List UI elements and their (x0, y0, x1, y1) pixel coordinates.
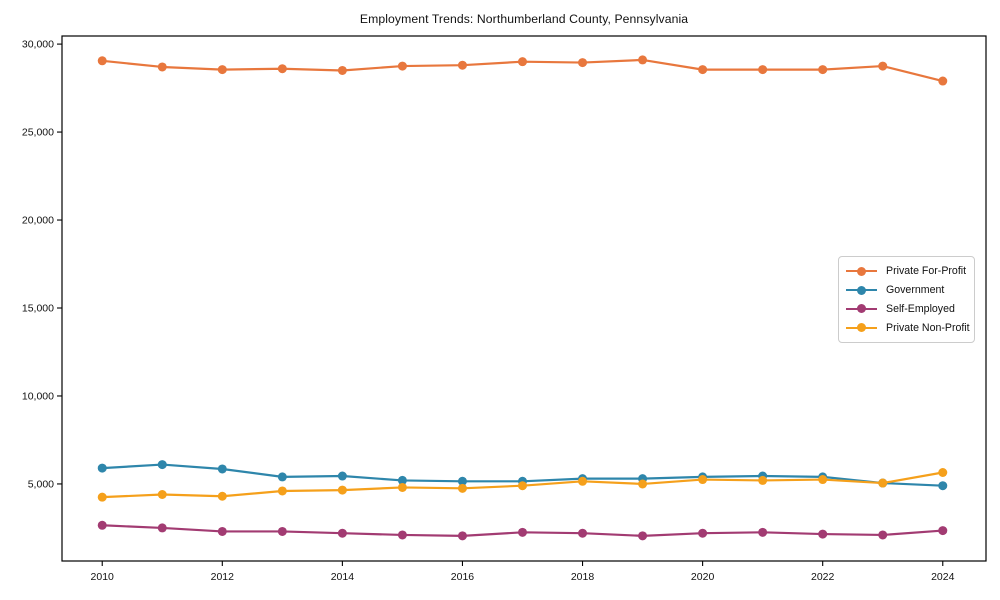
legend-label-government: Government (886, 284, 945, 297)
axes-frame (61, 35, 987, 562)
x-tick-label: 2022 (811, 571, 835, 583)
series-self-employed-marker (457, 531, 467, 541)
series-private-non-profit (97, 468, 948, 502)
series-self-employed-marker (578, 528, 588, 538)
legend-marker-self-employed (846, 303, 877, 314)
series-self-employed-marker (818, 529, 828, 539)
legend: Private For-Profit Government Self-Emplo… (838, 256, 975, 343)
chart-title: Employment Trends: Northumberland County… (359, 12, 689, 26)
x-tick-label: 2020 (691, 571, 715, 583)
series-private-for-profit-marker (277, 64, 287, 74)
series-private-non-profit-marker (638, 479, 648, 489)
series-private-for-profit-marker (397, 61, 407, 71)
y-tick-label: 5,000 (28, 479, 54, 491)
series-self-employed-marker (337, 528, 347, 538)
series-government-marker (97, 463, 107, 473)
series-self-employed-marker (698, 528, 708, 538)
legend-item-self-employed: Self-Employed (846, 300, 966, 319)
x-tick-label: 2024 (931, 571, 955, 583)
series-private-non-profit-marker (277, 486, 287, 496)
x-axis: 2010 2012 2014 2016 2018 2020 2022 2024 (91, 561, 955, 583)
series-private-for-profit-marker (217, 65, 227, 75)
series-self-employed-marker (878, 530, 888, 540)
series-private-for-profit-marker (758, 65, 768, 75)
legend-marker-private-non-profit (846, 322, 877, 333)
legend-marker-government (846, 285, 877, 296)
series-private-non-profit-marker (578, 476, 588, 486)
series-private-non-profit-marker (698, 475, 708, 485)
legend-item-private-non-profit: Private Non-Profit (846, 318, 970, 337)
y-tick-label: 20,000 (22, 215, 54, 227)
series-government-marker (217, 464, 227, 474)
series-private-for-profit-marker (818, 65, 828, 75)
series-self-employed-marker (97, 520, 107, 530)
x-tick-label: 2018 (571, 571, 595, 583)
series-self-employed-marker (217, 526, 227, 536)
series-private-for-profit (97, 55, 948, 86)
y-tick-label: 25,000 (22, 127, 54, 139)
legend-marker-private-for-profit (846, 266, 877, 277)
legend-item-private-for-profit: Private For-Profit (846, 262, 966, 281)
series-private-non-profit-marker (337, 485, 347, 495)
series-private-non-profit-marker (397, 482, 407, 492)
series-government-marker (337, 471, 347, 481)
x-tick-label: 2016 (451, 571, 475, 583)
series-private-non-profit-marker (517, 481, 527, 491)
series-private-non-profit-marker (97, 492, 107, 502)
y-axis: 5,000 10,000 15,000 20,000 25,000 30,000 (22, 39, 62, 491)
series-self-employed-marker (638, 531, 648, 541)
series-private-for-profit-marker (157, 62, 167, 72)
series-private-for-profit-marker (457, 60, 467, 70)
series-private-non-profit-marker (878, 478, 888, 488)
series-self-employed-marker (938, 526, 948, 536)
y-tick-label: 15,000 (22, 303, 54, 315)
series-government-marker (157, 460, 167, 470)
y-tick-label: 10,000 (22, 391, 54, 403)
series-private-for-profit-marker (878, 61, 888, 71)
series-private-non-profit-marker (758, 475, 768, 485)
series-private-non-profit-marker (938, 468, 948, 478)
x-tick-label: 2012 (211, 571, 235, 583)
series-private-non-profit-marker (157, 489, 167, 499)
series-private-for-profit-marker (517, 57, 527, 67)
series-private-for-profit-marker (638, 55, 648, 65)
y-tick-label: 30,000 (22, 39, 54, 51)
series-self-employed-marker (758, 527, 768, 537)
series-private-for-profit-marker (97, 56, 107, 66)
series-private-non-profit-marker (217, 491, 227, 501)
x-tick-label: 2010 (91, 571, 115, 583)
series-private-for-profit-marker (938, 76, 948, 86)
series-self-employed-marker (277, 526, 287, 536)
x-tick-label: 2014 (331, 571, 355, 583)
legend-label-self-employed: Self-Employed (886, 302, 955, 315)
series-private-for-profit-marker (337, 65, 347, 75)
legend-label-private-for-profit: Private For-Profit (886, 265, 967, 278)
series-self-employed-marker (157, 523, 167, 533)
series-self-employed-marker (397, 530, 407, 540)
series-self-employed (97, 520, 948, 541)
legend-label-private-non-profit: Private Non-Profit (886, 321, 970, 334)
series-private-for-profit-marker (698, 65, 708, 75)
series-government-marker (457, 476, 467, 486)
series-self-employed-marker (517, 527, 527, 537)
series-private-non-profit-marker (818, 475, 828, 485)
series-private-for-profit-marker (578, 58, 588, 68)
series-private-non-profit-marker (457, 483, 467, 493)
series-government-marker (277, 472, 287, 482)
legend-item-government: Government (846, 281, 966, 300)
series-government-marker (397, 475, 407, 485)
series-government-marker (938, 481, 948, 491)
